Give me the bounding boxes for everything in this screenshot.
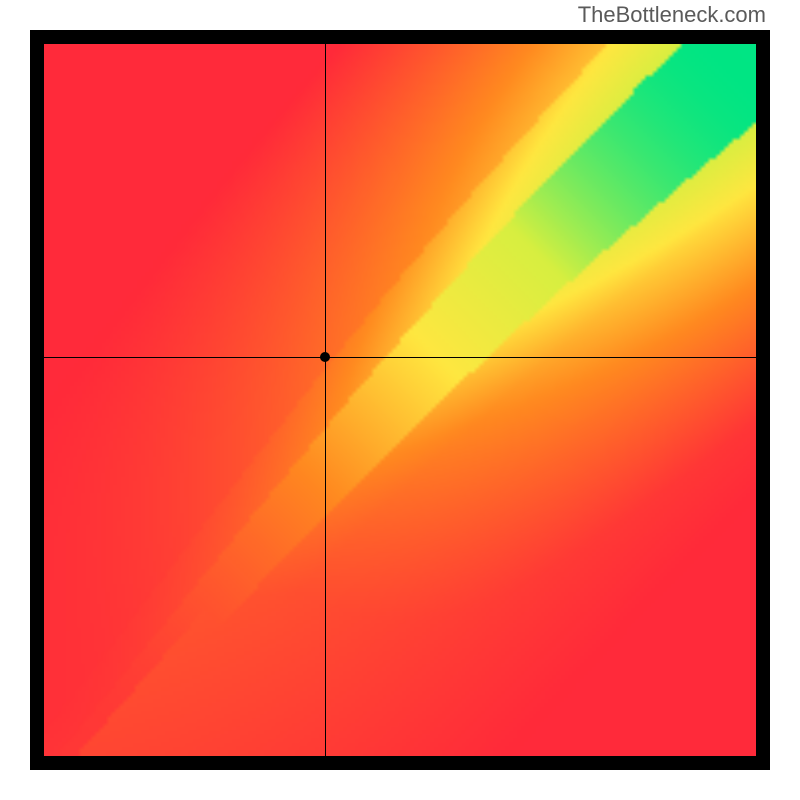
crosshair-marker [320, 352, 330, 362]
heatmap-canvas [44, 44, 756, 756]
watermark-text: TheBottleneck.com [578, 2, 766, 28]
plot-frame [30, 30, 770, 770]
crosshair-horizontal [44, 357, 756, 358]
plot-area [44, 44, 756, 756]
chart-container: TheBottleneck.com [0, 0, 800, 800]
crosshair-vertical [325, 44, 326, 756]
